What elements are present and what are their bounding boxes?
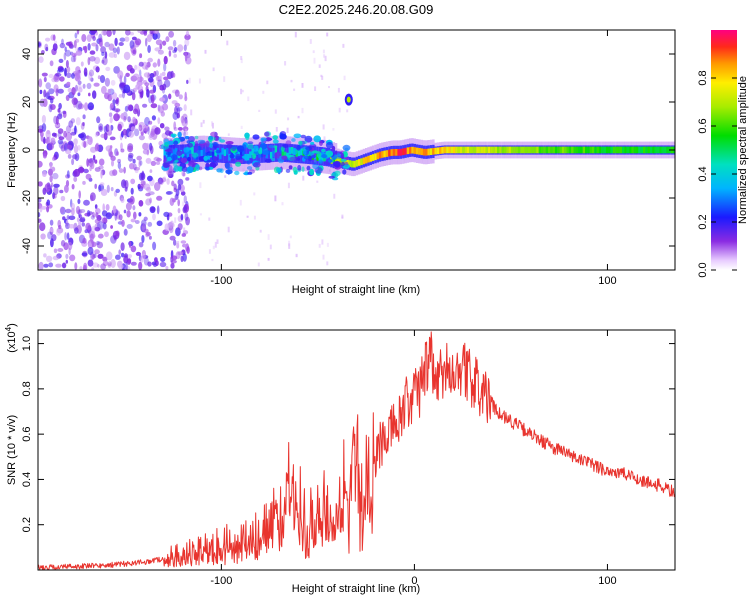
colorbar-tick-label: 0.4	[697, 166, 709, 181]
colorbar-tick-label: 0.8	[697, 70, 709, 85]
snr-ytick-label: 1.0	[21, 336, 33, 351]
snr-ytick-label: 0.2	[21, 517, 33, 532]
snr-xtick-label: -100	[210, 575, 232, 587]
snr-panel: 0.2 0.4 0.6 0.8 1.0 -100 0 100 Height of straig…	[4, 323, 676, 595]
snr-ytick-label: 0.8	[21, 381, 33, 396]
colorbar-tick-label: 0.2	[697, 214, 709, 229]
snr-xtick-label: 100	[598, 575, 616, 587]
colorbar-tick-label: 0.0	[697, 262, 709, 277]
snr-scale-close: )	[6, 323, 18, 327]
colorbar: 0.0 0.2 0.4 0.6 0.8 Normalized spectral ampl…	[697, 30, 749, 278]
snr-ytick-label: 0.6	[21, 427, 33, 442]
snr-scale-base: (x10	[6, 331, 18, 352]
snr-ylabel: SNR (10 * v/v)	[6, 415, 18, 485]
snr-scale-exponent: 4	[4, 326, 13, 331]
spectrogram-xtick-label: -100	[210, 275, 232, 287]
spectrogram-ytick-label: -20	[21, 190, 33, 206]
spectrogram-xtick-label: 100	[598, 275, 616, 287]
snr-line	[38, 331, 675, 570]
spectrogram-xlabel: Height of straight line (km)	[292, 284, 420, 296]
signal-ridge	[161, 131, 675, 181]
spectrogram-axes: 40 20 0 -20 -40 -100 100	[21, 30, 675, 287]
spectrogram-ytick-label: 0	[21, 147, 33, 153]
snr-axes: 0.2 0.4 0.6 0.8 1.0 -100 0 100	[21, 330, 675, 587]
noise-scatter	[38, 30, 349, 270]
snr-xtick-label: 0	[411, 575, 417, 587]
snr-marks	[38, 331, 675, 570]
snr-ytick-label: 0.4	[21, 472, 33, 487]
colorbar-label: Normalized spectral amplitude	[737, 76, 749, 224]
snr-frame	[37, 329, 676, 571]
spectrogram-marks	[38, 30, 675, 270]
spectrogram-ytick-label: -40	[21, 238, 33, 254]
colorbar-ticks: 0.0 0.2 0.4 0.6 0.8	[697, 70, 737, 278]
colorbar-tick-label: 0.6	[697, 118, 709, 133]
snr-scale-label: (x104)	[4, 323, 18, 353]
svg-text:(x104): (x104)	[4, 323, 18, 353]
spectrogram-ylabel: Frequency (Hz)	[6, 112, 18, 188]
snr-xlabel: Height of straight line (km)	[292, 583, 420, 595]
chart-title: C2E2.2025.246.20.08.G09	[279, 2, 434, 17]
spectrogram-ytick-label: 40	[21, 48, 33, 60]
colorbar-gradient	[711, 30, 737, 270]
spectrogram-ytick-label: 20	[21, 96, 33, 108]
spectrogram-panel: 40 20 0 -20 -40 -100 100 Height of straight li…	[6, 29, 676, 296]
